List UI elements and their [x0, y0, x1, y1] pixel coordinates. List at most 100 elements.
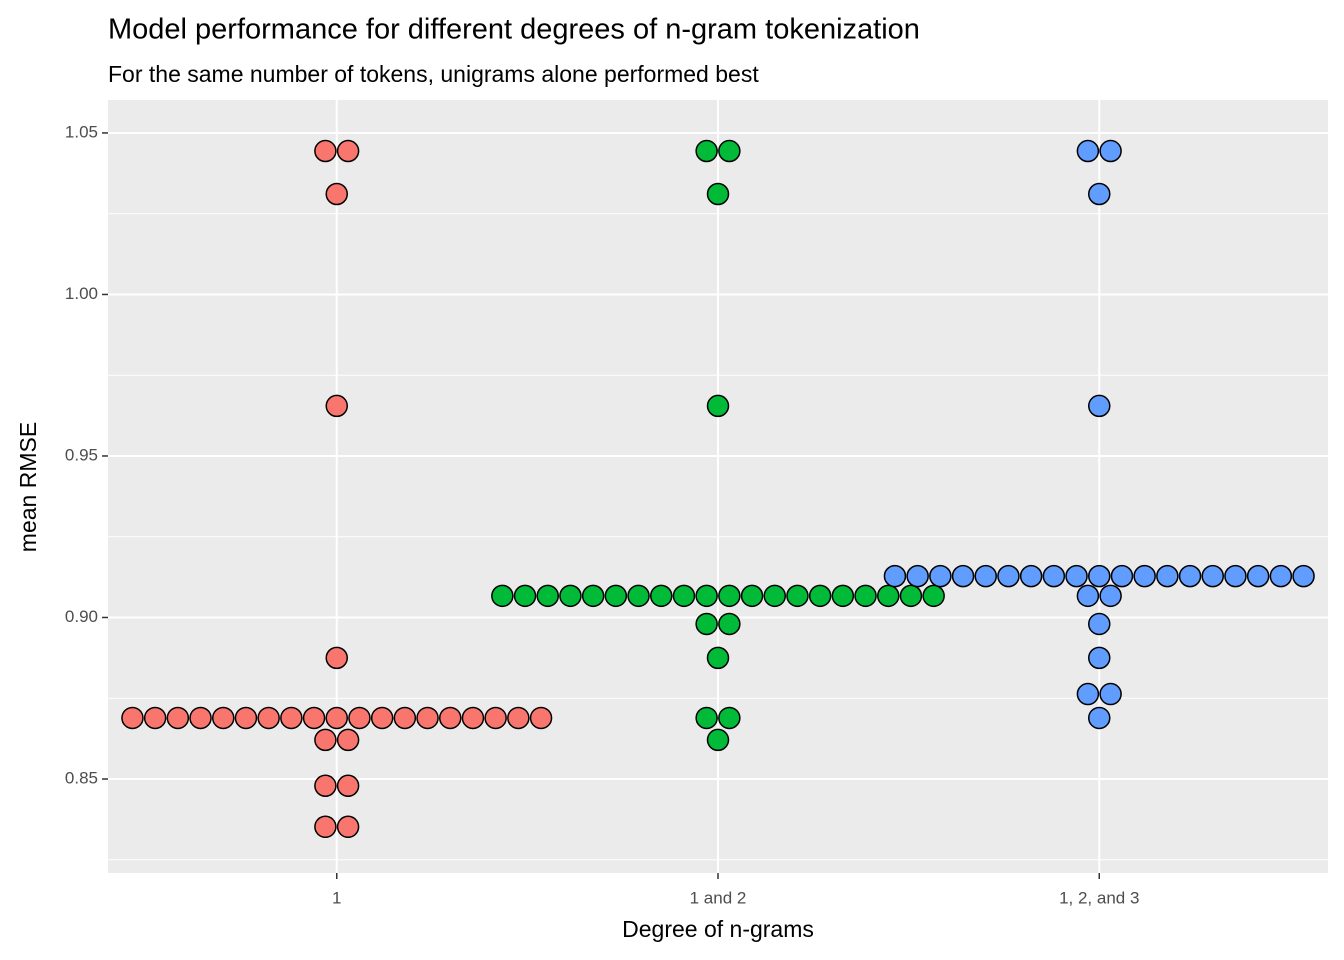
- dot: [899, 584, 923, 608]
- dot: [1076, 682, 1100, 706]
- dot: [1042, 564, 1066, 588]
- dot: [718, 706, 741, 730]
- dot: [143, 706, 167, 730]
- dot: [212, 706, 235, 730]
- dot: [997, 564, 1020, 588]
- dot: [650, 584, 673, 608]
- dot: [706, 646, 730, 670]
- y-tick-label: 0.90: [65, 607, 98, 626]
- dot: [706, 394, 730, 418]
- dot: [922, 584, 945, 608]
- y-axis-title: mean RMSE: [15, 422, 41, 552]
- dot: [529, 706, 553, 730]
- marks: [121, 139, 1315, 839]
- dot: [507, 706, 530, 730]
- dot: [536, 584, 559, 608]
- dot: [1088, 182, 1111, 206]
- dot: [718, 139, 741, 163]
- dot: [695, 612, 718, 636]
- dot: [854, 584, 877, 608]
- dot: [706, 182, 730, 206]
- dot: [1088, 706, 1111, 730]
- dot: [336, 728, 360, 752]
- dot: [348, 706, 371, 730]
- dot: [166, 706, 190, 730]
- x-axis-title: Degree of n-grams: [622, 916, 814, 942]
- dot: [672, 584, 696, 608]
- dot: [325, 706, 348, 730]
- dot: [370, 706, 394, 730]
- dot: [1269, 564, 1293, 588]
- dot: [929, 564, 952, 588]
- dot: [974, 564, 997, 588]
- dot: [336, 139, 360, 163]
- y-tick-label: 1.00: [65, 284, 98, 303]
- dot: [1076, 584, 1100, 608]
- dot: [1088, 564, 1111, 588]
- dot: [1201, 564, 1224, 588]
- dot: [1133, 564, 1156, 588]
- dot: [280, 706, 303, 730]
- dot: [604, 584, 628, 608]
- dot: [559, 584, 582, 608]
- dot: [1065, 564, 1088, 588]
- x-tick-label: 1: [332, 888, 341, 907]
- dot: [257, 706, 280, 730]
- dot: [1088, 646, 1111, 670]
- dot: [336, 815, 360, 839]
- dot: [234, 706, 258, 730]
- dot: [439, 706, 462, 730]
- dot: [718, 584, 741, 608]
- dot: [1019, 564, 1043, 588]
- x-tick-label: 1 and 2: [690, 888, 747, 907]
- dot: [325, 646, 348, 670]
- dot: [1292, 564, 1315, 588]
- dot: [1099, 139, 1122, 163]
- dot: [416, 706, 439, 730]
- dot: [314, 774, 337, 798]
- dot: [695, 706, 718, 730]
- dot: [1088, 612, 1111, 636]
- dot: [1099, 584, 1122, 608]
- dot: [393, 706, 417, 730]
- dot: [831, 584, 855, 608]
- dot: [1224, 564, 1247, 588]
- dot: [1246, 564, 1270, 588]
- dot: [189, 706, 212, 730]
- dot: [883, 564, 907, 588]
- dot: [906, 564, 929, 588]
- dot: [695, 584, 718, 608]
- dot: [121, 706, 144, 730]
- dot: [951, 564, 975, 588]
- dot: [1156, 564, 1179, 588]
- y-tick-label: 1.05: [65, 122, 98, 141]
- y-tick-label: 0.95: [65, 445, 98, 464]
- dot: [740, 584, 764, 608]
- dot: [484, 706, 507, 730]
- chart-subtitle: For the same number of tokens, unigrams …: [108, 61, 759, 87]
- dot: [706, 728, 730, 752]
- dot: [314, 728, 337, 752]
- dot: [325, 394, 348, 418]
- y-tick-label: 0.85: [65, 768, 98, 787]
- dot: [325, 182, 348, 206]
- dot: [336, 774, 360, 798]
- x-tick-label: 1, 2, and 3: [1059, 888, 1139, 907]
- dot: [1099, 682, 1122, 706]
- dot: [877, 584, 900, 608]
- dot: [581, 584, 605, 608]
- dot: [808, 584, 832, 608]
- chart-title: Model performance for different degrees …: [108, 14, 920, 46]
- grid: [108, 100, 1328, 873]
- dot: [302, 706, 326, 730]
- dot: [718, 612, 741, 636]
- dot: [461, 706, 485, 730]
- dot: [491, 584, 514, 608]
- dot: [314, 139, 337, 163]
- dot: [1110, 564, 1134, 588]
- dot: [695, 139, 718, 163]
- dot: [314, 815, 337, 839]
- dot: [1076, 139, 1100, 163]
